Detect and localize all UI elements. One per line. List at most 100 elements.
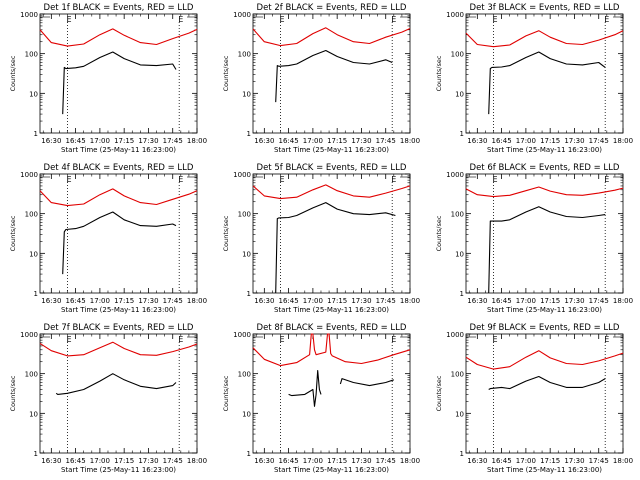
x-tick-label: 17:45 bbox=[589, 457, 609, 465]
x-tick-label: 17:45 bbox=[589, 297, 609, 305]
events-series-line bbox=[488, 51, 606, 115]
x-tick-label: 16:30 bbox=[467, 137, 487, 145]
event-marker-label: E bbox=[391, 175, 396, 184]
plot-frame bbox=[465, 333, 624, 454]
y-tick-label: 1 bbox=[247, 290, 251, 298]
plot-frame bbox=[465, 173, 624, 294]
x-tick-label: 17:30 bbox=[564, 297, 584, 305]
x-tick-label: 17:15 bbox=[114, 137, 134, 145]
lld-series-line bbox=[252, 27, 411, 47]
x-axis-label: Start Time (25-May-11 16:23:00) bbox=[487, 146, 602, 154]
x-tick-label: 16:30 bbox=[254, 457, 274, 465]
events-series-line bbox=[62, 51, 177, 115]
event-marker-label: E bbox=[280, 175, 285, 184]
lld-series-line bbox=[465, 350, 624, 370]
x-tick-label: 17:00 bbox=[516, 457, 536, 465]
x-tick-label: 17:30 bbox=[351, 297, 371, 305]
events-series-line bbox=[275, 49, 393, 103]
y-tick-label: 10 bbox=[242, 90, 251, 98]
x-tick-label: 16:45 bbox=[492, 137, 512, 145]
plot-frame bbox=[252, 13, 411, 134]
event-marker-label: E bbox=[178, 335, 183, 344]
x-tick-label: 17:45 bbox=[376, 297, 396, 305]
x-axis-label: Start Time (25-May-11 16:23:00) bbox=[61, 466, 176, 474]
y-tick-label: 1 bbox=[34, 450, 38, 458]
x-tick-label: 17:00 bbox=[516, 297, 536, 305]
x-tick-label: 17:45 bbox=[589, 137, 609, 145]
detector-panel-5: Det 5f BLACK = Events, RED = LLD 1 10 100 10… bbox=[222, 163, 420, 314]
y-tick-label: 100 bbox=[238, 51, 251, 59]
y-tick-label: 1 bbox=[247, 130, 251, 138]
events-series-line bbox=[275, 202, 396, 294]
event-marker-label: E bbox=[280, 15, 285, 24]
y-tick-label: 1000 bbox=[446, 11, 464, 19]
x-axis-label: Start Time (25-May-11 16:23:00) bbox=[61, 146, 176, 154]
panel-title: Det 6f BLACK = Events, RED = LLD bbox=[470, 163, 620, 173]
event-marker-label: E bbox=[67, 15, 72, 24]
x-tick-label: 16:30 bbox=[467, 457, 487, 465]
y-tick-label: 1 bbox=[34, 130, 38, 138]
detector-panel-9: Det 9f BLACK = Events, RED = LLD 1 10 100 10… bbox=[435, 323, 633, 474]
plot-frame bbox=[252, 333, 411, 454]
y-axis-label: Counts/sec bbox=[222, 215, 230, 251]
x-tick-label: 18:00 bbox=[400, 297, 420, 305]
plot-frame bbox=[39, 13, 198, 134]
events-series-line bbox=[339, 378, 394, 387]
x-tick-label: 17:45 bbox=[376, 137, 396, 145]
lld-series-line bbox=[252, 333, 411, 367]
x-tick-label: 17:00 bbox=[303, 137, 323, 145]
x-tick-label: 17:15 bbox=[327, 137, 347, 145]
x-tick-label: 16:30 bbox=[41, 297, 61, 305]
y-axis-label: Counts/sec bbox=[435, 55, 443, 91]
y-tick-label: 10 bbox=[455, 250, 464, 258]
x-tick-label: 16:30 bbox=[254, 297, 274, 305]
x-axis-label: Start Time (25-May-11 16:23:00) bbox=[274, 146, 389, 154]
detector-panel-4: Det 4f BLACK = Events, RED = LLD 1 10 100 10… bbox=[9, 163, 207, 314]
x-tick-label: 18:00 bbox=[613, 137, 633, 145]
detector-panel-6: Det 6f BLACK = Events, RED = LLD 1 10 100 10… bbox=[435, 163, 633, 314]
detector-panel-2: Det 2f BLACK = Events, RED = LLD 1 10 100 10… bbox=[222, 3, 420, 154]
y-tick-label: 10 bbox=[29, 410, 38, 418]
event-marker-label: E bbox=[178, 15, 183, 24]
x-tick-label: 17:15 bbox=[114, 457, 134, 465]
event-marker-label: E bbox=[604, 335, 609, 344]
x-tick-label: 17:30 bbox=[138, 457, 158, 465]
lld-series-line bbox=[39, 188, 198, 207]
panel-title: Det 9f BLACK = Events, RED = LLD bbox=[470, 323, 620, 333]
y-axis-label: Counts/sec bbox=[435, 215, 443, 251]
event-marker-label: E bbox=[493, 335, 498, 344]
y-axis-label: Counts/sec bbox=[222, 55, 230, 91]
lld-series-line bbox=[465, 186, 624, 198]
y-tick-label: 100 bbox=[25, 211, 38, 219]
x-tick-label: 17:45 bbox=[163, 137, 183, 145]
x-tick-label: 17:45 bbox=[163, 457, 183, 465]
x-axis-label: Start Time (25-May-11 16:23:00) bbox=[61, 306, 176, 314]
event-marker-label: E bbox=[493, 175, 498, 184]
x-tick-label: 18:00 bbox=[187, 297, 207, 305]
y-tick-label: 10 bbox=[29, 90, 38, 98]
y-tick-label: 100 bbox=[451, 371, 464, 379]
x-tick-label: 17:30 bbox=[138, 297, 158, 305]
x-axis-label: Start Time (25-May-11 16:23:00) bbox=[274, 466, 389, 474]
y-tick-label: 1000 bbox=[20, 331, 38, 339]
x-tick-label: 18:00 bbox=[400, 457, 420, 465]
x-tick-label: 16:45 bbox=[66, 457, 86, 465]
plot-frame bbox=[39, 333, 198, 454]
x-tick-label: 16:30 bbox=[41, 457, 61, 465]
plot-frame bbox=[39, 173, 198, 294]
detector-panel-3: Det 3f BLACK = Events, RED = LLD 1 10 100 10… bbox=[435, 3, 633, 154]
y-tick-label: 100 bbox=[451, 51, 464, 59]
x-tick-label: 16:45 bbox=[279, 457, 299, 465]
y-tick-label: 1 bbox=[247, 450, 251, 458]
x-tick-label: 17:00 bbox=[516, 137, 536, 145]
panel-title: Det 2f BLACK = Events, RED = LLD bbox=[257, 3, 407, 13]
y-tick-label: 100 bbox=[25, 51, 38, 59]
events-series-line bbox=[488, 375, 606, 390]
panel-title: Det 1f BLACK = Events, RED = LLD bbox=[44, 3, 194, 13]
events-series-line bbox=[488, 206, 606, 294]
y-tick-label: 10 bbox=[242, 410, 251, 418]
detector-panel-1: Det 1f BLACK = Events, RED = LLD 1 10 100 10… bbox=[9, 3, 207, 154]
y-axis-label: Counts/sec bbox=[222, 375, 230, 411]
x-tick-label: 16:30 bbox=[467, 297, 487, 305]
lld-series-line bbox=[39, 341, 198, 357]
